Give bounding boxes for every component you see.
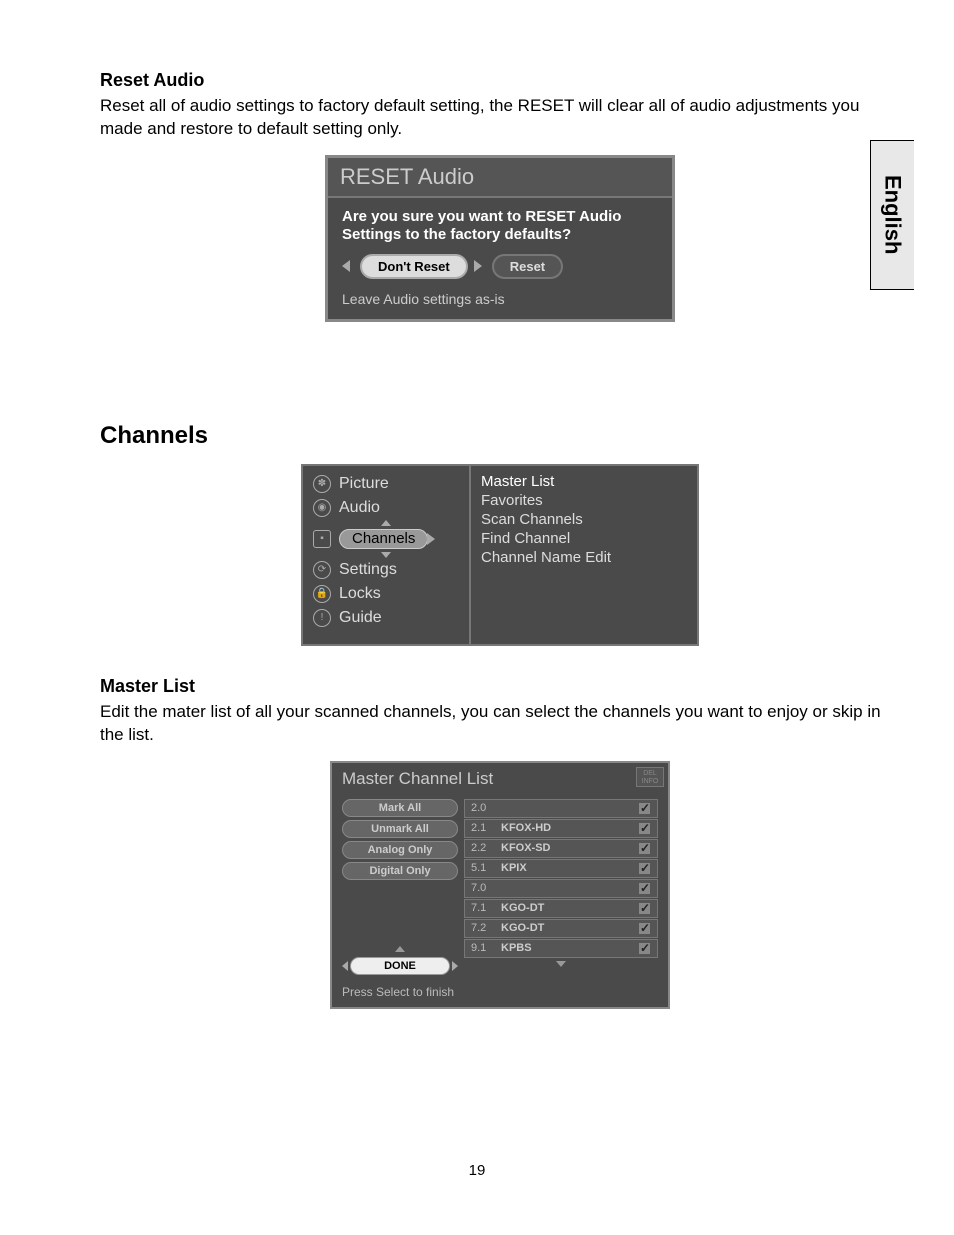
- channel-row[interactable]: 2.1KFOX-HD: [464, 819, 658, 838]
- channel-row[interactable]: 7.0: [464, 879, 658, 898]
- unmark-all-button[interactable]: Unmark All: [342, 820, 458, 838]
- reset-audio-desc: Reset all of audio settings to factory d…: [100, 95, 900, 141]
- menu-item-locks[interactable]: 🔒 Locks: [311, 582, 461, 606]
- mark-all-button[interactable]: Mark All: [342, 799, 458, 817]
- channel-row[interactable]: 7.2KGO-DT: [464, 919, 658, 938]
- analog-only-button[interactable]: Analog Only: [342, 841, 458, 859]
- master-list-title: Master List: [100, 676, 900, 697]
- audio-icon: ◉: [313, 499, 331, 517]
- submenu-favorites[interactable]: Favorites: [481, 491, 687, 510]
- channel-row[interactable]: 5.1KPIX: [464, 859, 658, 878]
- reset-button[interactable]: Reset: [492, 254, 563, 279]
- up-arrow-icon: [381, 520, 391, 526]
- picture-icon: ✽: [313, 475, 331, 493]
- reset-dialog-hint: Leave Audio settings as-is: [342, 291, 658, 307]
- digital-only-button[interactable]: Digital Only: [342, 862, 458, 880]
- reset-dialog-title: RESET Audio: [328, 158, 672, 198]
- checkbox-icon[interactable]: [638, 902, 651, 915]
- channel-row[interactable]: 2.2KFOX-SD: [464, 839, 658, 858]
- master-list-desc: Edit the mater list of all your scanned …: [100, 701, 900, 747]
- menu-label: Locks: [339, 585, 381, 603]
- menu-item-picture[interactable]: ✽ Picture: [311, 472, 461, 496]
- menu-label: Channels: [339, 529, 428, 549]
- menu-label: Audio: [339, 499, 380, 517]
- submenu-scan[interactable]: Scan Channels: [481, 510, 687, 529]
- submenu-edit[interactable]: Channel Name Edit: [481, 548, 687, 567]
- mcl-footer-hint: Press Select to finish: [332, 981, 668, 1007]
- arrow-right-icon: [452, 961, 458, 971]
- mcl-title: Master Channel List DELINFO: [332, 763, 668, 799]
- channel-row[interactable]: 9.1KPBS: [464, 939, 658, 958]
- menu-label: Picture: [339, 475, 389, 493]
- arrow-left-icon: [342, 260, 350, 272]
- channel-row[interactable]: 7.1KGO-DT: [464, 899, 658, 918]
- menu-label: Guide: [339, 609, 382, 627]
- arrow-right-icon: [427, 533, 435, 545]
- menu-item-guide[interactable]: ! Guide: [311, 606, 461, 630]
- channels-icon: ▪: [313, 530, 331, 548]
- arrow-left-icon: [342, 961, 348, 971]
- down-arrow-icon: [381, 552, 391, 558]
- submenu-master-list[interactable]: Master List: [481, 472, 687, 491]
- menu-label: Settings: [339, 561, 397, 579]
- channel-list: 2.0 2.1KFOX-HD 2.2KFOX-SD 5.1KPIX 7.0 7.…: [464, 799, 658, 975]
- info-badge: DELINFO: [636, 767, 664, 787]
- checkbox-icon[interactable]: [638, 942, 651, 955]
- reset-dialog-question: Are you sure you want to RESET Audio Set…: [342, 208, 658, 244]
- sub-menu-panel: Master List Favorites Scan Channels Find…: [471, 464, 699, 646]
- settings-icon: ⟳: [313, 561, 331, 579]
- page-number: 19: [0, 1162, 954, 1179]
- channel-row[interactable]: 2.0: [464, 799, 658, 818]
- checkbox-icon[interactable]: [638, 802, 651, 815]
- submenu-find[interactable]: Find Channel: [481, 529, 687, 548]
- checkbox-icon[interactable]: [638, 842, 651, 855]
- master-channel-list-dialog: Master Channel List DELINFO Mark All Unm…: [330, 761, 670, 1009]
- down-arrow-icon: [556, 961, 566, 967]
- menu-item-channels[interactable]: ▪ Channels: [311, 526, 461, 552]
- reset-audio-title: Reset Audio: [100, 70, 900, 91]
- checkbox-icon[interactable]: [638, 822, 651, 835]
- channels-heading: Channels: [100, 422, 900, 450]
- done-button[interactable]: DONE: [350, 957, 450, 975]
- page-content: Reset Audio Reset all of audio settings …: [100, 70, 900, 1009]
- menu-item-settings[interactable]: ⟳ Settings: [311, 558, 461, 582]
- dont-reset-button[interactable]: Don't Reset: [360, 254, 468, 279]
- checkbox-icon[interactable]: [638, 882, 651, 895]
- checkbox-icon[interactable]: [638, 862, 651, 875]
- locks-icon: 🔒: [313, 585, 331, 603]
- mcl-button-column: Mark All Unmark All Analog Only Digital …: [342, 799, 458, 975]
- main-menu-panel: ✽ Picture ◉ Audio ▪ Channels ⟳: [301, 464, 471, 646]
- checkbox-icon[interactable]: [638, 922, 651, 935]
- menu-item-audio[interactable]: ◉ Audio: [311, 496, 461, 520]
- up-arrow-icon: [395, 946, 405, 952]
- arrow-right-icon: [474, 260, 482, 272]
- guide-icon: !: [313, 609, 331, 627]
- channels-menu: ✽ Picture ◉ Audio ▪ Channels ⟳: [301, 464, 699, 646]
- reset-audio-dialog: RESET Audio Are you sure you want to RES…: [325, 155, 675, 322]
